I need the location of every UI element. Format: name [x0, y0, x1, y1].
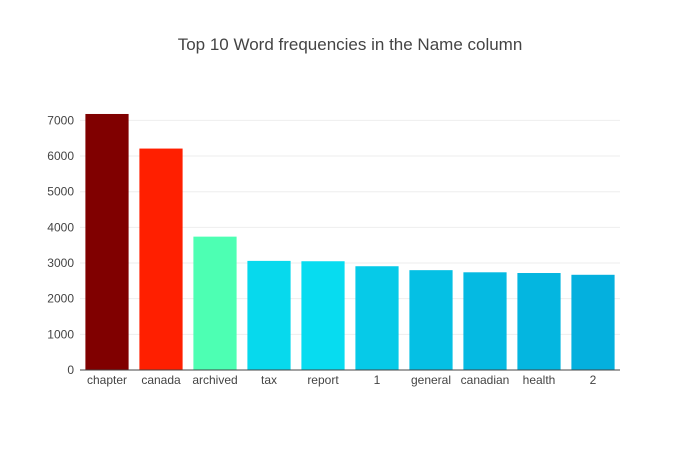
- x-tick-label: 2: [590, 373, 597, 387]
- x-tick-label: canada: [141, 373, 181, 387]
- bars: [85, 113, 615, 370]
- y-tick-label: 4000: [47, 220, 74, 234]
- bar[interactable]: [409, 270, 453, 370]
- bar[interactable]: [463, 272, 507, 370]
- x-tick-label: chapter: [87, 373, 127, 387]
- bar[interactable]: [139, 148, 183, 370]
- x-tick-label: general: [411, 373, 451, 387]
- y-tick-label: 7000: [47, 113, 74, 127]
- x-tick-label: tax: [261, 373, 277, 387]
- x-tick-label: 1: [374, 373, 381, 387]
- x-tick-label: report: [307, 373, 339, 387]
- y-tick-label: 1000: [47, 327, 74, 341]
- bar[interactable]: [355, 266, 399, 370]
- y-tick-label: 5000: [47, 185, 74, 199]
- y-tick-label: 3000: [47, 256, 74, 270]
- bar[interactable]: [247, 260, 291, 370]
- bar[interactable]: [517, 273, 561, 370]
- chart-title: Top 10 Word frequencies in the Name colu…: [178, 35, 523, 54]
- y-tick-label: 0: [67, 363, 74, 377]
- bar[interactable]: [571, 274, 615, 370]
- x-tick-label: archived: [192, 373, 237, 387]
- bar[interactable]: [193, 236, 237, 370]
- bar[interactable]: [301, 261, 345, 370]
- y-tick-label: 2000: [47, 292, 74, 306]
- x-tick-label: canadian: [461, 373, 510, 387]
- x-tick-label: health: [523, 373, 556, 387]
- bar[interactable]: [85, 113, 129, 370]
- axes: 0 1000 2000 3000 4000 5000 6000 7000 chapter cana…: [47, 113, 620, 387]
- y-tick-label: 6000: [47, 149, 74, 163]
